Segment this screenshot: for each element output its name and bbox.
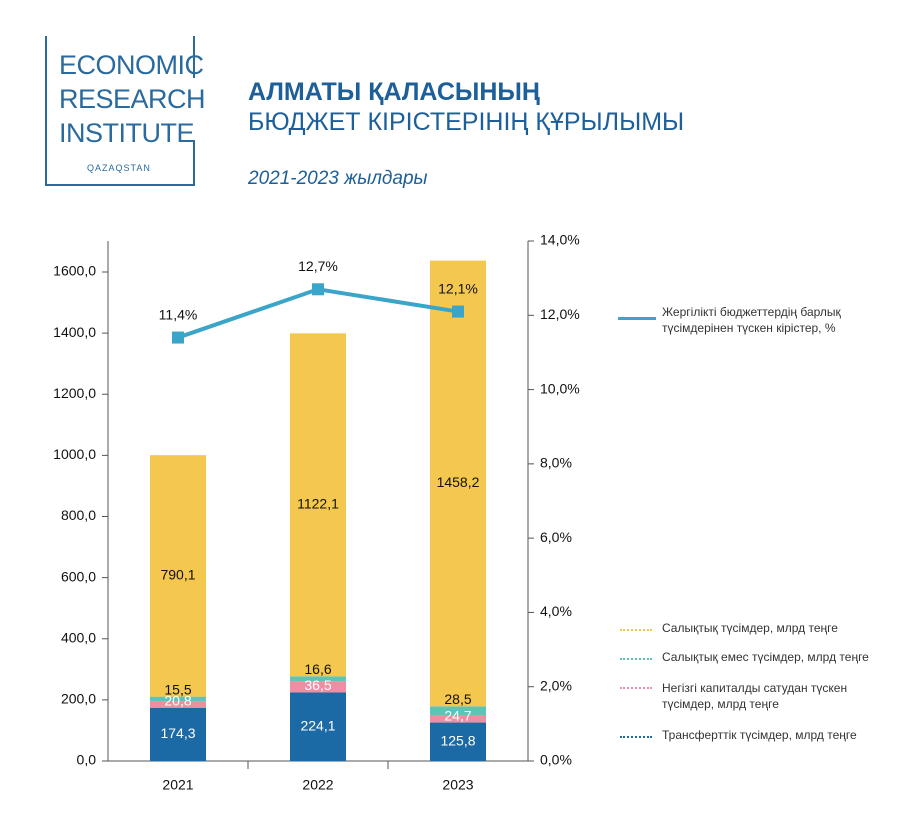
bar-nontax [150, 696, 206, 702]
data-label-transfers: 174,3 [160, 725, 195, 741]
page-title-line-2: БЮДЖЕТ КІРІСТЕРІНІҢ ҚҰРЫЛЫМЫ [248, 108, 685, 136]
y2-tick-label: 12,0% [540, 306, 580, 322]
data-label-capital: 36,5 [304, 677, 331, 693]
logo-line-2: RESEARCH [59, 84, 206, 114]
legend-nontax-label: Салықтық емес түсімдер, млрд теңге [662, 650, 869, 664]
bar-tax [150, 455, 206, 697]
y-tick-label: 1600,0 [53, 263, 96, 279]
bar-capital [290, 681, 346, 693]
y-tick-label: 1000,0 [53, 446, 96, 462]
x-tick-label: 2022 [302, 777, 333, 793]
page-title-line-1: АЛМАТЫ ҚАЛАСЫНЫҢ [248, 78, 540, 106]
legend-tax-swatch [620, 629, 652, 631]
data-label-transfers: 125,8 [440, 732, 475, 748]
bar-transfers [430, 722, 486, 761]
y-tick-label: 0,0 [77, 752, 97, 768]
line-label: 11,4% [159, 306, 198, 322]
data-label-tax: 1458,2 [437, 474, 480, 490]
line-point [312, 283, 324, 296]
y-tick-label: 200,0 [61, 691, 96, 707]
data-label-tax: 790,1 [160, 567, 195, 583]
logo: ECONOMIC RESEARCH INSTITUTE QAZAQSTAN [45, 36, 206, 186]
x-tick-label: 2023 [442, 777, 473, 793]
bar-nontax [290, 676, 346, 682]
logo-frame-bottom [193, 140, 195, 184]
legend-nontax-swatch [620, 658, 652, 660]
logo-frame-top [193, 36, 195, 78]
y-tick-label: 600,0 [61, 568, 96, 584]
data-label-transfers: 224,1 [300, 717, 335, 733]
data-label-tax: 1122,1 [297, 496, 339, 512]
logo-sub: QAZAQSTAN [87, 163, 151, 173]
legend-line-swatch [618, 317, 656, 320]
data-label-nontax: 15,5 [164, 681, 191, 697]
legend-capital-label: Негізгі капиталды сатудан түскен түсімде… [662, 681, 848, 711]
y2-tick-label: 6,0% [540, 529, 572, 545]
bar-capital [150, 701, 206, 708]
bar-nontax [430, 706, 486, 716]
legend-line-label: Жергілікті бюджеттердің барлық түсімдері… [662, 305, 841, 335]
logo-line-1: ECONOMIC [59, 50, 204, 80]
y2-tick-label: 10,0% [540, 380, 580, 396]
y2-tick-label: 4,0% [540, 603, 572, 619]
y-tick-label: 1200,0 [53, 385, 96, 401]
data-label-nontax: 16,6 [304, 661, 331, 677]
legend-transfers-label: Трансферттік түсімдер, млрд теңге [662, 728, 857, 742]
bar-tax [290, 333, 346, 677]
bar-transfers [150, 707, 206, 761]
y2-tick-label: 8,0% [540, 455, 572, 471]
data-label-capital: 20,8 [164, 692, 191, 708]
data-label-capital: 24,7 [444, 707, 471, 723]
y2-tick-label: 14,0% [540, 232, 580, 248]
legend-tax-label: Салықтық түсімдер, млрд теңге [662, 621, 838, 635]
y2-tick-label: 0,0% [540, 752, 572, 768]
y-tick-label: 1400,0 [53, 324, 96, 340]
x-tick-label: 2021 [162, 777, 193, 793]
line-label: 12,7% [298, 258, 338, 274]
bar-transfers [290, 692, 346, 761]
y2-tick-label: 2,0% [540, 677, 572, 693]
bar-capital [430, 715, 486, 723]
y-tick-label: 400,0 [61, 629, 96, 645]
page-subtitle: 2021-2023 жылдары [248, 168, 428, 189]
line-point [452, 305, 464, 318]
legend-capital-swatch [620, 687, 652, 689]
legend-transfers-swatch [620, 736, 652, 738]
line-point [172, 331, 184, 344]
data-label-nontax: 28,5 [444, 691, 471, 707]
y-tick-label: 800,0 [61, 507, 96, 523]
line-series [177, 287, 459, 340]
line-label: 12,1% [438, 280, 478, 296]
bar-tax [430, 260, 486, 707]
logo-line-3: INSTITUTE [59, 118, 195, 148]
